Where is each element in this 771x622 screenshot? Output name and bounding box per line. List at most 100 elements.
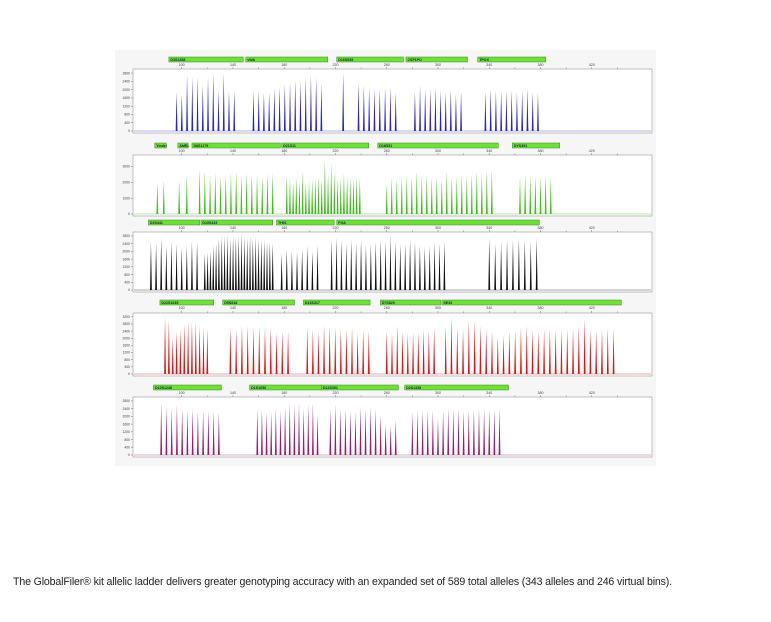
locus-bar-D5S818 bbox=[222, 299, 295, 306]
panel-4: 100 140 180 220 260 300 340 380 420 0 400 800 1200 16… bbox=[122, 299, 653, 377]
x-tick-label: 220 bbox=[332, 391, 338, 395]
peak bbox=[535, 237, 538, 290]
locus-label: D21S11 bbox=[283, 144, 296, 148]
locus-bar-D18S51 bbox=[377, 142, 499, 149]
peak bbox=[478, 408, 480, 455]
peak bbox=[460, 91, 462, 131]
locus-label: TH01 bbox=[278, 221, 287, 225]
peak bbox=[356, 332, 359, 374]
peak bbox=[246, 325, 249, 374]
y-tick-label: 2000 bbox=[122, 415, 130, 419]
y-tick-label: 1000 bbox=[122, 196, 130, 200]
locus-bar-D22S1045 bbox=[159, 299, 214, 306]
peak bbox=[384, 241, 387, 290]
peak bbox=[416, 410, 419, 455]
x-tick-label: 180 bbox=[281, 63, 287, 67]
peak bbox=[429, 88, 432, 131]
peak bbox=[230, 172, 232, 214]
peak bbox=[409, 239, 411, 290]
peak bbox=[261, 176, 264, 214]
peak bbox=[395, 179, 398, 214]
peak bbox=[207, 410, 210, 455]
y-tick-label: 0 bbox=[128, 129, 130, 133]
peak bbox=[271, 242, 274, 290]
x-tick-label: 260 bbox=[384, 306, 390, 310]
peak bbox=[390, 177, 393, 214]
peak bbox=[217, 412, 220, 455]
peak bbox=[606, 327, 609, 374]
peak bbox=[352, 177, 355, 214]
peak bbox=[261, 408, 263, 455]
peak bbox=[273, 87, 276, 131]
x-tick-label: 420 bbox=[589, 149, 595, 153]
peak bbox=[572, 329, 574, 374]
peak bbox=[315, 77, 318, 131]
peak bbox=[165, 245, 168, 290]
peak bbox=[554, 329, 557, 374]
peak bbox=[529, 241, 532, 290]
peak bbox=[475, 171, 478, 214]
peak bbox=[391, 332, 393, 374]
peak bbox=[164, 316, 166, 374]
x-tick-label: 380 bbox=[538, 63, 544, 67]
peak bbox=[577, 325, 580, 374]
peak bbox=[285, 174, 288, 214]
peak bbox=[160, 237, 163, 290]
locus-label: vWA bbox=[247, 58, 255, 62]
panel-5: 100 140 180 220 260 300 340 380 420 0 400 800 1200 16… bbox=[122, 384, 653, 458]
peak bbox=[526, 88, 529, 131]
peak bbox=[379, 414, 382, 455]
peak bbox=[336, 179, 339, 214]
x-tick-label: 180 bbox=[281, 306, 287, 310]
x-tick-label: 300 bbox=[435, 306, 441, 310]
peak bbox=[156, 182, 159, 214]
y-tick-label: 1600 bbox=[122, 344, 130, 348]
peak bbox=[327, 172, 329, 214]
peak bbox=[479, 325, 482, 374]
locus-bar-SE33 bbox=[441, 299, 622, 306]
y-tick-label: 2000 bbox=[122, 88, 130, 92]
peak bbox=[404, 243, 407, 290]
x-tick-label: 260 bbox=[384, 226, 390, 230]
peak bbox=[490, 169, 493, 214]
peak bbox=[355, 176, 358, 214]
peak bbox=[271, 172, 274, 214]
peak bbox=[531, 329, 534, 374]
peak bbox=[399, 243, 402, 290]
locus-bar-DYS391 bbox=[512, 142, 560, 149]
locus-label: D16S539 bbox=[338, 58, 353, 62]
peak bbox=[316, 245, 319, 290]
locus-label: D22S1045 bbox=[161, 301, 178, 305]
peak bbox=[301, 171, 304, 214]
peak bbox=[612, 329, 615, 374]
locus-label: TPOX bbox=[479, 58, 489, 62]
peak bbox=[268, 92, 271, 131]
peak bbox=[206, 329, 209, 374]
peak bbox=[433, 241, 436, 290]
peak bbox=[320, 83, 323, 131]
y-tick-label: 1200 bbox=[122, 430, 130, 434]
peak bbox=[298, 402, 300, 455]
peak bbox=[310, 75, 312, 131]
peak bbox=[412, 332, 414, 374]
y-tick-label: 2800 bbox=[122, 399, 130, 403]
peak bbox=[444, 325, 447, 374]
peak bbox=[346, 176, 349, 214]
peak bbox=[443, 241, 446, 290]
peak bbox=[498, 408, 501, 455]
x-tick-label: 300 bbox=[435, 226, 441, 230]
locus-bar-D8S1179 bbox=[191, 142, 281, 149]
peak bbox=[335, 237, 338, 290]
peak bbox=[589, 329, 592, 374]
peak bbox=[198, 325, 201, 374]
peak bbox=[329, 408, 332, 455]
y-tick-label: 2000 bbox=[122, 336, 130, 340]
peak bbox=[427, 331, 430, 374]
peak bbox=[455, 176, 458, 214]
x-tick-label: 420 bbox=[589, 306, 595, 310]
peak bbox=[450, 316, 453, 374]
peak bbox=[219, 176, 222, 214]
peak bbox=[292, 182, 295, 214]
peak bbox=[414, 91, 416, 131]
peak bbox=[421, 410, 424, 455]
